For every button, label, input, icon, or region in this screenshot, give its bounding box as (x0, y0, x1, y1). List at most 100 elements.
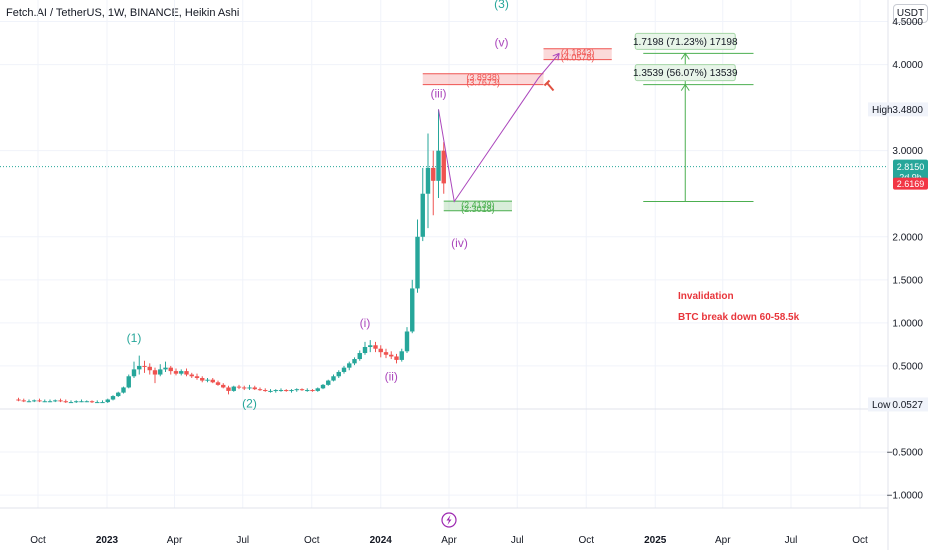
candle-body-32 (184, 371, 189, 375)
candle-body-43 (242, 387, 247, 389)
candle-body-50 (278, 390, 284, 392)
zone-bottom-label-1: (3.7673) (466, 78, 500, 88)
x-tick-label-11: Jul (785, 535, 798, 546)
candle-body-19 (116, 392, 121, 397)
currency-button[interactable]: USDT (893, 4, 928, 23)
prev-price-tag (893, 177, 928, 190)
candle-body-57 (315, 388, 320, 391)
low-label-box (868, 397, 928, 412)
zone-top-label-2: (4.1843) (561, 48, 595, 58)
candle-body-16 (100, 402, 105, 404)
y-tick-label-8: −1.0000 (887, 491, 924, 502)
candle-body-38 (215, 382, 221, 385)
candle-body-66 (362, 346, 368, 354)
zone-bottom-label-0: (2.3018) (461, 204, 495, 214)
wave-label-4: (ii) (385, 370, 398, 384)
candle-body-48 (268, 390, 273, 392)
annotations-layer: (1) (2) (3) (i) (ii) (iii) (iv) (v) 1.3539 (56.0… (127, 0, 800, 528)
candle-body-12 (79, 401, 84, 403)
last-price-label: 2.8150 (897, 162, 925, 172)
candle-body-55 (305, 390, 310, 392)
wave-label-3: (i) (360, 316, 371, 330)
candle-body-35 (200, 377, 205, 381)
candle-body-54 (299, 389, 305, 391)
candle-body-28 (163, 367, 168, 370)
candle-body-45 (252, 387, 257, 390)
x-tick-label-7: Jul (511, 535, 524, 546)
zone-top-label-1: (3.8938) (466, 73, 500, 83)
y-tick-label-2: 3.0000 (892, 146, 923, 157)
candle-body-70 (383, 352, 389, 355)
x-tick-label-3: Jul (236, 535, 249, 546)
candle-body-53 (294, 389, 299, 391)
y-tick-label-6: 0.5000 (892, 361, 923, 372)
candle-body-11 (74, 401, 79, 403)
candle-body-26 (152, 370, 158, 375)
candle-body-27 (158, 369, 163, 375)
candle-body-75 (410, 288, 415, 332)
candle-body-34 (194, 376, 200, 378)
candle-body-4 (37, 400, 42, 402)
candle-body-9 (63, 401, 68, 403)
wave-label-5: (iii) (431, 86, 447, 100)
wave-projection-path (438, 53, 560, 203)
candle-body-39 (221, 384, 226, 388)
candle-body-64 (352, 359, 357, 364)
candle-body-17 (105, 399, 110, 403)
hammer-icon (543, 79, 555, 92)
candle-body-40 (226, 387, 231, 391)
candle-body-14 (89, 401, 95, 403)
candle-body-20 (121, 387, 126, 393)
candle-body-22 (131, 369, 137, 377)
candle-body-18 (110, 396, 116, 400)
candle-body-60 (331, 376, 336, 381)
candle-body-24 (142, 365, 147, 367)
zone-1 (422, 73, 544, 85)
x-tick-label-10: Apr (715, 535, 731, 546)
candle-body-74 (404, 331, 410, 352)
candle-body-71 (389, 354, 394, 357)
x-tick-label-12: Oct (852, 535, 868, 546)
high-label: High (872, 105, 893, 116)
candle-body-23 (137, 365, 142, 370)
candle-body-67 (368, 345, 373, 347)
y-tick-label-3: 2.0000 (892, 232, 923, 243)
zone-top-label-0: (2.4139) (461, 200, 495, 210)
zone-2 (543, 48, 612, 60)
measure-arrowhead-1 (680, 52, 690, 60)
candle-body-52 (289, 390, 294, 392)
candle-body-49 (273, 390, 278, 392)
x-tick-label-8: Oct (578, 535, 594, 546)
wave-label-6: (iv) (451, 236, 468, 250)
candle-body-3 (32, 400, 37, 402)
candle-body-80 (436, 150, 441, 181)
candle-body-56 (310, 390, 315, 392)
prev-price-label: 2.6169 (897, 179, 925, 189)
x-tick-label-4: Oct (304, 535, 320, 546)
invalidation-note: Invalidation (678, 291, 734, 302)
candle-body-2 (26, 401, 32, 403)
low-label: Low (872, 400, 891, 411)
candle-body-29 (168, 367, 173, 372)
high-label-box (868, 102, 928, 117)
measure-label-1: 1.7198 (71.23%) 17198 (633, 37, 738, 48)
countdown-label: 2d 9h (899, 173, 922, 183)
candle-body-15 (95, 402, 100, 404)
x-tick-label-0: Oct (30, 535, 46, 546)
candle-body-7 (53, 400, 58, 402)
candle-body-77 (420, 193, 425, 237)
candle-body-13 (84, 401, 89, 403)
btc-note: BTC break down 60-58.5k (678, 312, 800, 323)
candle-body-33 (189, 374, 194, 377)
candle-body-30 (173, 371, 179, 374)
grid (0, 0, 888, 508)
measure-arrowhead-0 (680, 83, 690, 91)
high-price: 3.4800 (892, 105, 923, 116)
wave-label-1: (2) (242, 396, 257, 410)
candle-body-5 (42, 401, 47, 403)
candle-body-78 (425, 167, 431, 194)
y-tick-label-5: 1.0000 (892, 318, 923, 329)
candle-body-21 (126, 376, 131, 388)
zone-bottom-label-2: (4.0578) (561, 53, 595, 63)
